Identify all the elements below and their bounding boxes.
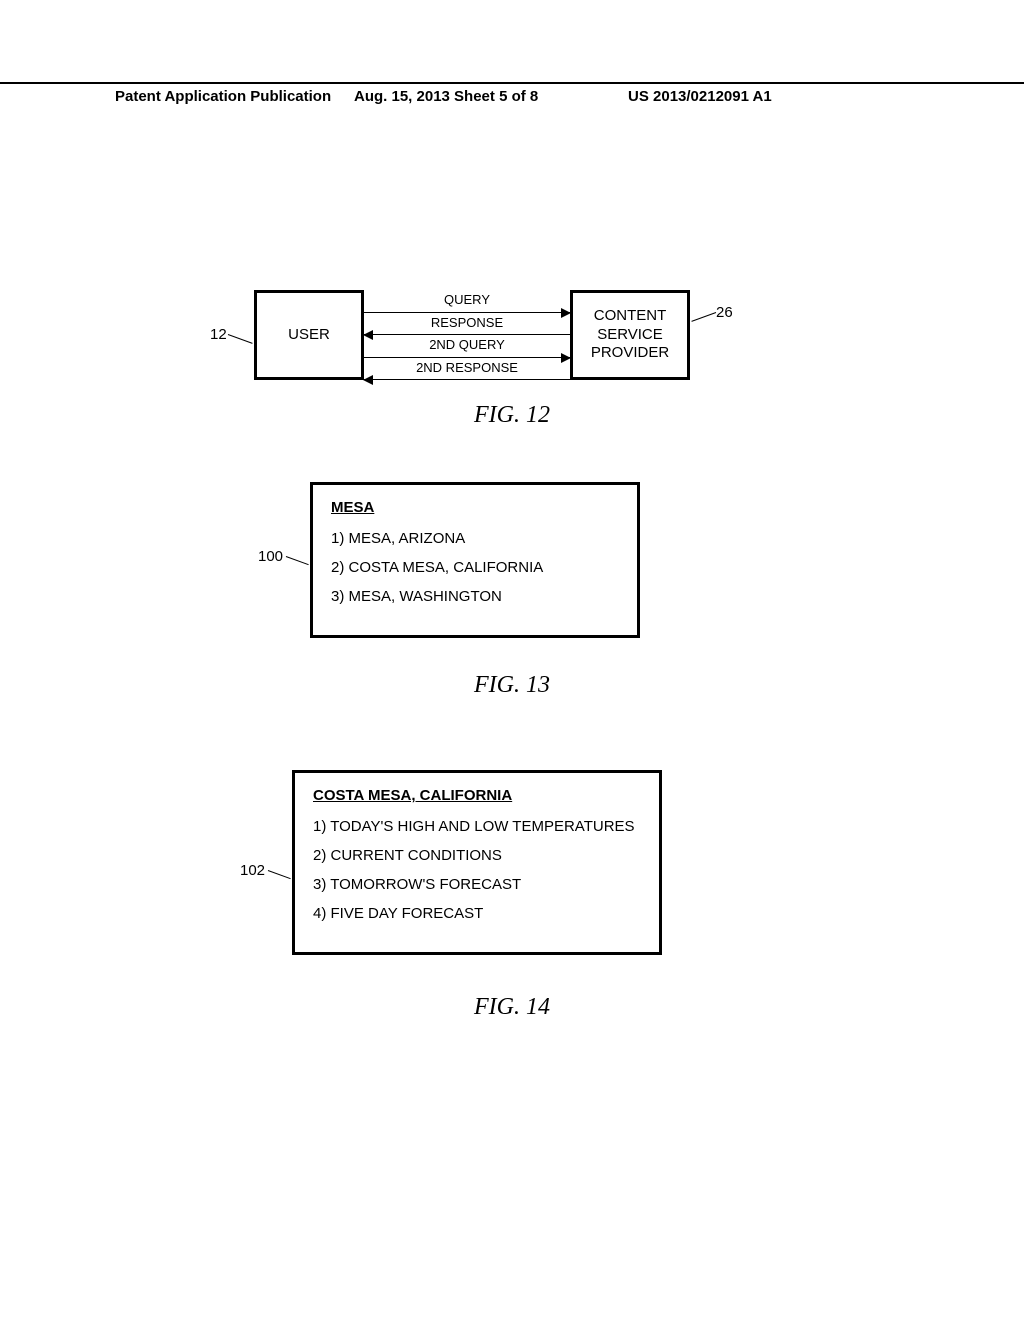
ref-leader-26 bbox=[691, 312, 716, 322]
arrow-left-icon bbox=[363, 375, 373, 385]
fig13-panel: MESA 1) MESA, ARIZONA 2) COSTA MESA, CAL… bbox=[310, 482, 640, 638]
msg-row-response: RESPONSE bbox=[364, 313, 570, 336]
msg-text: RESPONSE bbox=[364, 315, 570, 330]
fig12-caption: FIG. 12 bbox=[0, 402, 1024, 429]
page-header: Patent Application Publication Aug. 15, … bbox=[0, 82, 1024, 88]
ref-leader-12 bbox=[228, 334, 253, 344]
fig14-item: 1) TODAY'S HIGH AND LOW TEMPERATURES bbox=[313, 818, 641, 835]
csp-box-label: CONTENT SERVICE PROVIDER bbox=[591, 307, 669, 363]
header-pubnumber: US 2013/0212091 A1 bbox=[628, 88, 772, 105]
fig13-item: 2) COSTA MESA, CALIFORNIA bbox=[331, 559, 619, 576]
header-date-sheet: Aug. 15, 2013 Sheet 5 of 8 bbox=[354, 88, 538, 105]
msg-text: QUERY bbox=[364, 292, 570, 307]
ref-label-100: 100 bbox=[258, 548, 283, 565]
ref-leader-102 bbox=[268, 870, 291, 879]
msg-row-query: QUERY bbox=[364, 290, 570, 313]
fig13-item: 1) MESA, ARIZONA bbox=[331, 530, 619, 547]
ref-leader-100 bbox=[286, 556, 309, 565]
msg-text: 2ND RESPONSE bbox=[364, 360, 570, 375]
fig13-title: MESA bbox=[331, 499, 619, 516]
msg-text: 2ND QUERY bbox=[364, 337, 570, 352]
fig13-item: 3) MESA, WASHINGTON bbox=[331, 588, 619, 605]
fig14-item: 2) CURRENT CONDITIONS bbox=[313, 847, 641, 864]
msg-line bbox=[364, 379, 570, 380]
fig13-caption: FIG. 13 bbox=[0, 672, 1024, 699]
fig14-panel: COSTA MESA, CALIFORNIA 1) TODAY'S HIGH A… bbox=[292, 770, 662, 955]
header-publication: Patent Application Publication bbox=[115, 88, 331, 105]
ref-label-12: 12 bbox=[210, 326, 227, 343]
ref-label-26: 26 bbox=[716, 304, 733, 321]
content-service-provider-box: CONTENT SERVICE PROVIDER bbox=[570, 290, 690, 380]
fig14-item: 3) TOMORROW'S FORECAST bbox=[313, 876, 641, 893]
user-box: USER bbox=[254, 290, 364, 380]
msg-row-2nd-response: 2ND RESPONSE bbox=[364, 358, 570, 381]
fig14-title: COSTA MESA, CALIFORNIA bbox=[313, 787, 641, 804]
msg-row-2nd-query: 2ND QUERY bbox=[364, 335, 570, 358]
fig14-caption: FIG. 14 bbox=[0, 994, 1024, 1021]
ref-label-102: 102 bbox=[240, 862, 265, 879]
user-box-label: USER bbox=[288, 326, 330, 345]
fig14-item: 4) FIVE DAY FORECAST bbox=[313, 905, 641, 922]
message-arrows: QUERY RESPONSE 2ND QUERY 2ND RESPONSE bbox=[364, 290, 570, 380]
